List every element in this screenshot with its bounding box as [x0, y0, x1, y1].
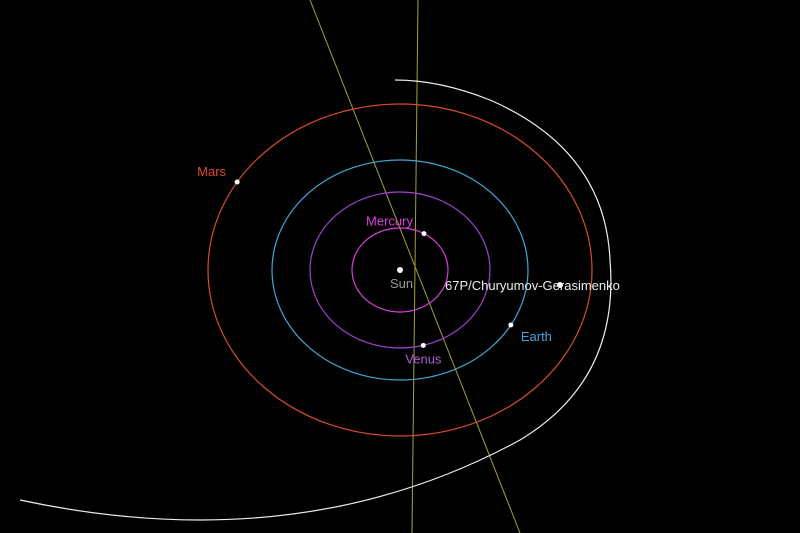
sun-label: Sun	[390, 276, 413, 291]
mercury-label: Mercury	[366, 214, 413, 229]
earth-label: Earth	[521, 329, 552, 344]
venus-label: Venus	[405, 351, 442, 366]
earth-dot	[508, 323, 513, 328]
comet-label: 67P/Churyumov-Gerasimenko	[445, 278, 620, 293]
sun-dot	[397, 267, 403, 273]
mars-dot	[235, 180, 240, 185]
mars-label: Mars	[197, 164, 226, 179]
mercury-dot	[422, 231, 427, 236]
venus-dot	[421, 343, 426, 348]
orbit-diagram: Mercury Venus Earth Mars Sun 67P/Churyumov-Ge…	[0, 0, 800, 533]
